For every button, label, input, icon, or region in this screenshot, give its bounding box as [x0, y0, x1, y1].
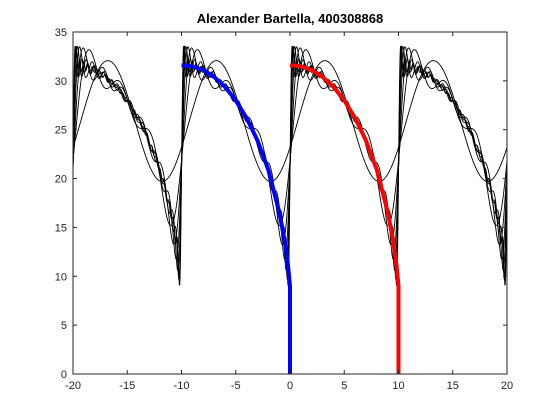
y-tick-label: 5	[61, 320, 67, 332]
curves	[73, 45, 507, 374]
x-tick-label: 15	[447, 380, 459, 392]
x-tick-label: -15	[119, 380, 135, 392]
y-tick-label: 30	[55, 76, 67, 88]
fourier-approximation-7	[73, 45, 507, 286]
x-tick-label: 20	[501, 380, 513, 392]
x-tick-label: -20	[65, 380, 81, 392]
y-tick-label: 25	[55, 125, 67, 137]
x-tick-label: 0	[287, 380, 293, 392]
x-tick-label: -10	[174, 380, 190, 392]
y-tick-label: 0	[61, 369, 67, 381]
x-tick-label: 5	[341, 380, 347, 392]
y-tick-label: 35	[55, 27, 67, 39]
x-tick-label: 10	[392, 380, 404, 392]
y-tick-label: 10	[55, 271, 67, 283]
y-tick-label: 15	[55, 222, 67, 234]
x-tick-label: -5	[231, 380, 241, 392]
chart-title: Alexander Bartella, 400308868	[197, 11, 383, 26]
plot-area: -20 -15 -10 -5 0 5 10 15 20 0 5 10 15 20 25 30 35	[55, 27, 513, 392]
red-series-line	[289, 63, 401, 374]
blue-series-line	[181, 63, 293, 374]
y-tick-label: 20	[55, 174, 67, 186]
